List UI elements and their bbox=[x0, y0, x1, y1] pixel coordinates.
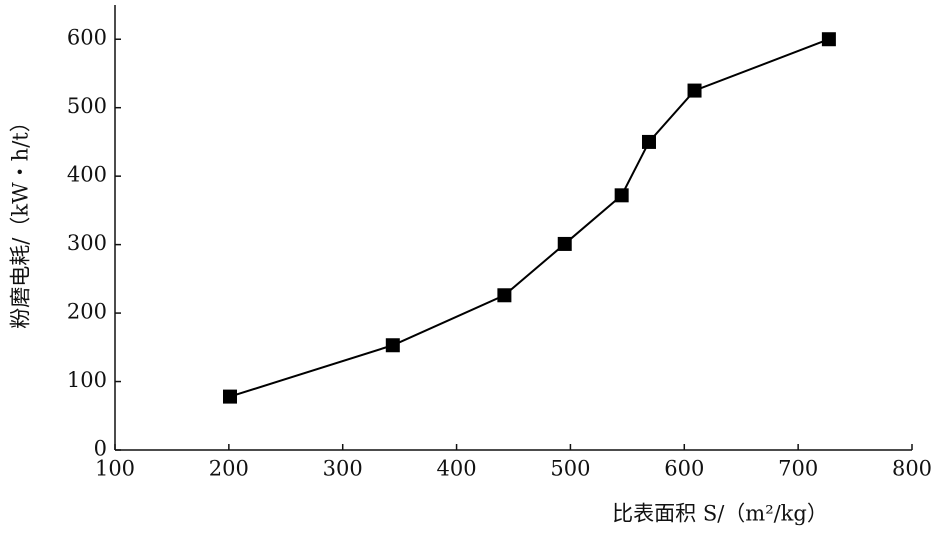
x-tick-label: 100 bbox=[95, 457, 135, 481]
x-tick-label: 200 bbox=[209, 457, 249, 481]
y-tick-label: 200 bbox=[67, 300, 107, 324]
x-tick-label: 400 bbox=[437, 457, 477, 481]
point-marker bbox=[497, 288, 512, 303]
point-marker bbox=[557, 236, 572, 251]
x-tick-label: 500 bbox=[550, 457, 590, 481]
x-tick-label: 300 bbox=[323, 457, 363, 481]
x-tick-label: 600 bbox=[664, 457, 704, 481]
y-tick-label: 0 bbox=[94, 437, 107, 461]
y-tick-label: 400 bbox=[67, 163, 107, 187]
point-marker bbox=[687, 83, 702, 98]
point-marker bbox=[222, 389, 237, 404]
x-tick-label: 800 bbox=[892, 457, 932, 481]
x-axis-label: 比表面积 S/（m²/kg） bbox=[612, 502, 828, 526]
line bbox=[229, 38, 830, 398]
point-marker bbox=[641, 134, 656, 149]
point-marker bbox=[821, 32, 836, 47]
y-tick-label: 100 bbox=[67, 368, 107, 392]
point-marker bbox=[614, 188, 629, 203]
point-marker bbox=[385, 338, 400, 353]
y-tick-label: 500 bbox=[67, 94, 107, 118]
x-tick-label: 700 bbox=[778, 457, 818, 481]
y-tick-label: 600 bbox=[67, 26, 107, 50]
y-tick-label: 300 bbox=[67, 231, 107, 255]
y-axis-label: 粉磨电耗/（kW・h/t） bbox=[9, 111, 33, 328]
